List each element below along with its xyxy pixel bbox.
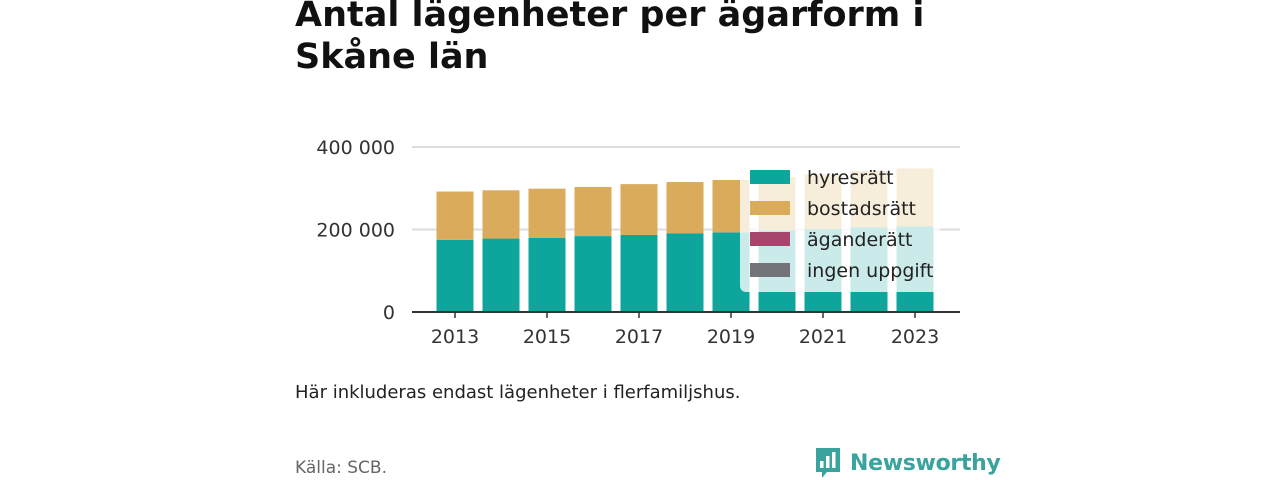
x-tick-label: 2017: [615, 326, 663, 348]
source-note: Källa: SCB.: [295, 458, 387, 478]
x-tick-label: 2019: [707, 326, 755, 348]
legend-box: [740, 155, 940, 292]
bar-segment: [482, 238, 520, 312]
bar-segment: [666, 182, 704, 234]
brand-name: Newsworthy: [850, 450, 1001, 476]
bar-segment: [666, 233, 704, 312]
newsworthy-logo: Newsworthy: [814, 446, 1001, 480]
x-tick-label: 2021: [799, 326, 847, 348]
legend-label: äganderätt: [807, 229, 913, 251]
x-tick-label: 2013: [431, 326, 479, 348]
bar-segment: [574, 187, 612, 237]
legend-label: ingen uppgift: [807, 260, 933, 282]
legend-swatch: [750, 170, 790, 184]
y-tick-label: 200 000: [316, 220, 395, 242]
bar-segment: [620, 184, 658, 235]
bar-segment: [528, 237, 566, 312]
axes: 0 200 000 400 000 2013 2015 2017 2019 2021 2023: [316, 137, 960, 348]
bar-segment: [482, 190, 520, 239]
y-tick-label: 400 000: [316, 137, 395, 159]
legend-swatch: [750, 263, 790, 277]
bar-segment: [436, 239, 474, 312]
y-tick-label: 0: [383, 302, 395, 324]
x-tick-label: 2023: [891, 326, 939, 348]
bar-segment: [620, 234, 658, 312]
legend: hyresrätt bostadsrätt äganderätt ingen uppg…: [740, 155, 940, 292]
legend-swatch: [750, 201, 790, 215]
bar-chart-speech-bubble-icon: [816, 448, 840, 478]
bar-segment: [436, 191, 474, 240]
bar-segment: [528, 188, 566, 238]
x-tick-label: 2015: [523, 326, 571, 348]
bar-segment: [574, 236, 612, 312]
legend-swatch: [750, 232, 790, 246]
chart-note: Här inkluderas endast lägenheter i flerf…: [295, 382, 741, 403]
legend-label: hyresrätt: [807, 167, 894, 189]
chart-title: Antal lägenheter per ägarform i Skåne lä…: [295, 0, 925, 77]
legend-label: bostadsrätt: [807, 198, 916, 220]
